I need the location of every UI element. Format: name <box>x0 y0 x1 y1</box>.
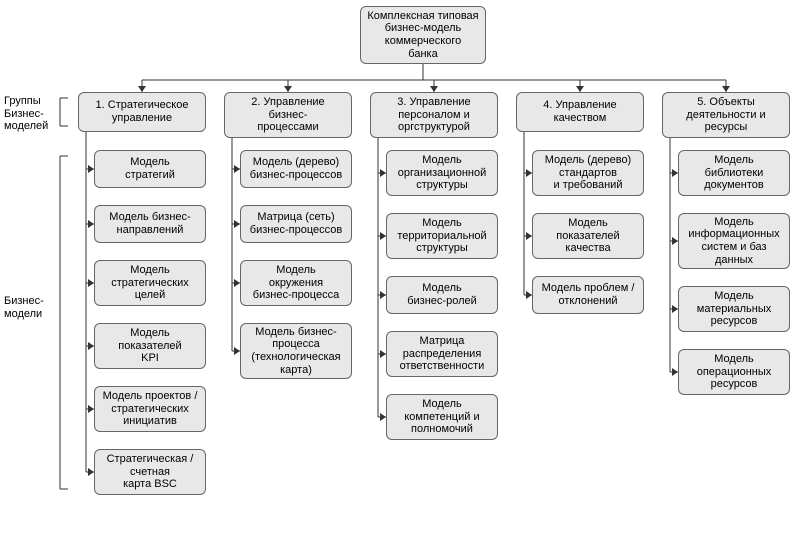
side-label-groups: Группы Бизнес- моделей <box>4 95 56 133</box>
col1-header: 1. Стратегическое управление <box>78 92 206 132</box>
col4-child-1: Модель (дерево) стандартов и требований <box>532 150 644 196</box>
col4-child-3: Модель проблем / отклонений <box>532 276 644 314</box>
col5-child-1: Модель библиотеки документов <box>678 150 790 196</box>
col1-child-4: Модель показателей KPI <box>94 323 206 369</box>
col5-child-2: Модель информационных систем и баз данны… <box>678 213 790 269</box>
col4-child-2: Модель показателей качества <box>532 213 644 259</box>
col1-child-5: Модель проектов / стратегических инициат… <box>94 386 206 432</box>
col3-child-4: Матрица распределения ответственности <box>386 331 498 377</box>
col2-header: 2. Управление бизнес- процессами <box>224 92 352 138</box>
col3-child-5: Модель компетенций и полномочий <box>386 394 498 440</box>
col3-child-3: Модель бизнес-ролей <box>386 276 498 314</box>
side-label-models: Бизнес- модели <box>4 295 56 320</box>
col3-child-2: Модель территориальной структуры <box>386 213 498 259</box>
col2-child-1: Модель (дерево) бизнес-процессов <box>240 150 352 188</box>
col5-header: 5. Объекты деятельности и ресурсы <box>662 92 790 138</box>
col2-child-2: Матрица (сеть) бизнес-процессов <box>240 205 352 243</box>
col2-child-4: Модель бизнес- процесса (технологическая… <box>240 323 352 379</box>
col1-child-6: Стратегическая / счетная карта BSC <box>94 449 206 495</box>
col4-header: 4. Управление качеством <box>516 92 644 132</box>
root-node: Комплексная типовая бизнес-модель коммер… <box>360 6 486 64</box>
col1-child-2: Модель бизнес- направлений <box>94 205 206 243</box>
col1-child-3: Модель стратегических целей <box>94 260 206 306</box>
col1-child-1: Модель стратегий <box>94 150 206 188</box>
col5-child-3: Модель материальных ресурсов <box>678 286 790 332</box>
col3-header: 3. Управление персоналом и оргструктурой <box>370 92 498 138</box>
diagram-canvas: Комплексная типовая бизнес-модель коммер… <box>0 0 800 552</box>
col5-child-4: Модель операционных ресурсов <box>678 349 790 395</box>
col2-child-3: Модель окружения бизнес-процесса <box>240 260 352 306</box>
col3-child-1: Модель организационной структуры <box>386 150 498 196</box>
